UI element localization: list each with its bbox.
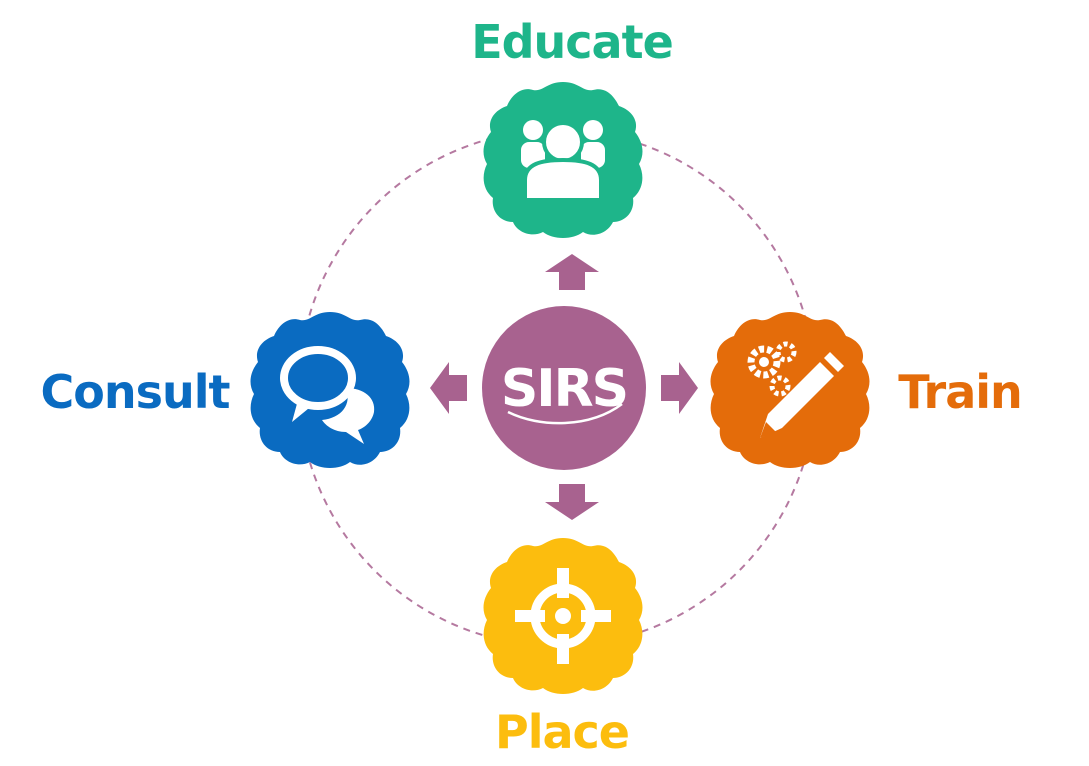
speech-bubbles-icon — [280, 346, 375, 444]
educate-label: Educate — [471, 15, 673, 69]
train-label: Train — [898, 365, 1022, 419]
educate-node — [483, 82, 643, 238]
train-cloud-badge — [710, 312, 870, 468]
hub-circle — [482, 306, 646, 470]
consult-cloud-badge — [250, 312, 410, 468]
hub-node: SIRS — [482, 306, 646, 470]
hub-logo-swoosh — [507, 402, 623, 425]
place-label: Place — [495, 705, 629, 759]
arrow-left-icon — [430, 362, 467, 414]
arrow-down-icon — [545, 484, 599, 520]
place-node — [483, 538, 643, 694]
arrow-right-icon — [661, 362, 698, 414]
target-crosshair-icon — [515, 568, 611, 664]
consult-node — [250, 312, 410, 468]
group-of-people-icon — [521, 120, 605, 202]
gears-and-pencil-icon — [747, 341, 844, 438]
hub-logo-text: SIRS — [501, 359, 627, 419]
arrow-up-icon — [545, 254, 599, 290]
consult-label: Consult — [41, 365, 230, 419]
train-node — [710, 312, 870, 468]
